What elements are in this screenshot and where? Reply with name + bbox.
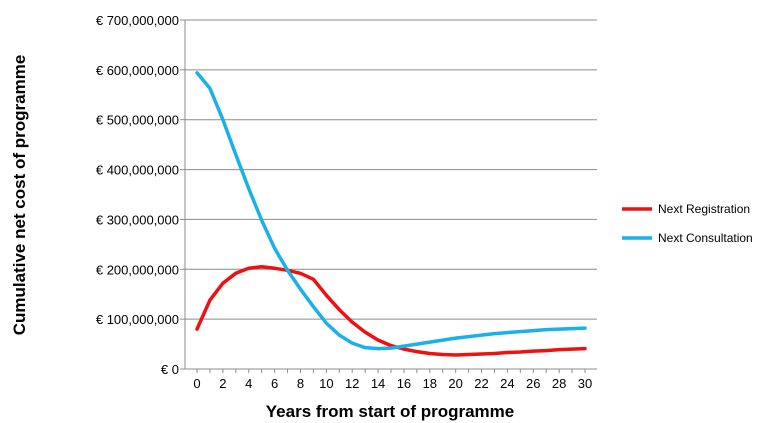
y-tick-label: € 300,000,000 (96, 212, 179, 227)
y-tick-label: € 700,000,000 (96, 13, 179, 28)
x-tick-label: 30 (578, 376, 592, 391)
y-tick-label: € 200,000,000 (96, 262, 179, 277)
x-tick-label: 14 (371, 376, 385, 391)
gridlines (185, 19, 597, 320)
series-lines (195, 71, 587, 357)
legend-label: Next Registration (658, 202, 750, 216)
axes (180, 19, 597, 373)
x-tick-label: 22 (474, 376, 488, 391)
y-tick-label: € 0 (161, 362, 179, 377)
x-tick-label: 24 (500, 376, 514, 391)
x-tick-label: 16 (397, 376, 411, 391)
x-tick-label: 6 (271, 376, 278, 391)
x-tick-label: 26 (526, 376, 540, 391)
x-tick-label: 8 (297, 376, 304, 391)
x-tick-label: 2 (219, 376, 226, 391)
x-tick-label: 12 (345, 376, 359, 391)
x-tick-label: 0 (193, 376, 200, 391)
y-axis-title: Cumulative net cost of programme (10, 55, 29, 336)
x-tick-labels: 0 2 4 6 8 10 12 14 16 18 20 22 24 26 28 30 (193, 376, 592, 391)
y-tick-label: € 400,000,000 (96, 163, 179, 178)
series-line-next-registration (195, 265, 587, 357)
y-tick-label: € 500,000,000 (96, 113, 179, 128)
y-tick-labels: € 0 € 100,000,000 € 200,000,000 € 300,000,0… (96, 13, 179, 377)
legend: Next Registration Next Consultation (622, 202, 753, 245)
y-tick-label: € 600,000,000 (96, 63, 179, 78)
x-axis-title: Years from start of programme (266, 402, 514, 421)
y-tick-label: € 100,000,000 (96, 312, 179, 327)
x-tick-label: 18 (423, 376, 437, 391)
legend-label: Next Consultation (658, 231, 753, 245)
x-tick-label: 10 (319, 376, 333, 391)
x-tick-label: 20 (448, 376, 462, 391)
x-tick-label: 28 (552, 376, 566, 391)
series-line-next-consultation (195, 71, 587, 351)
x-tick-label: 4 (245, 376, 252, 391)
